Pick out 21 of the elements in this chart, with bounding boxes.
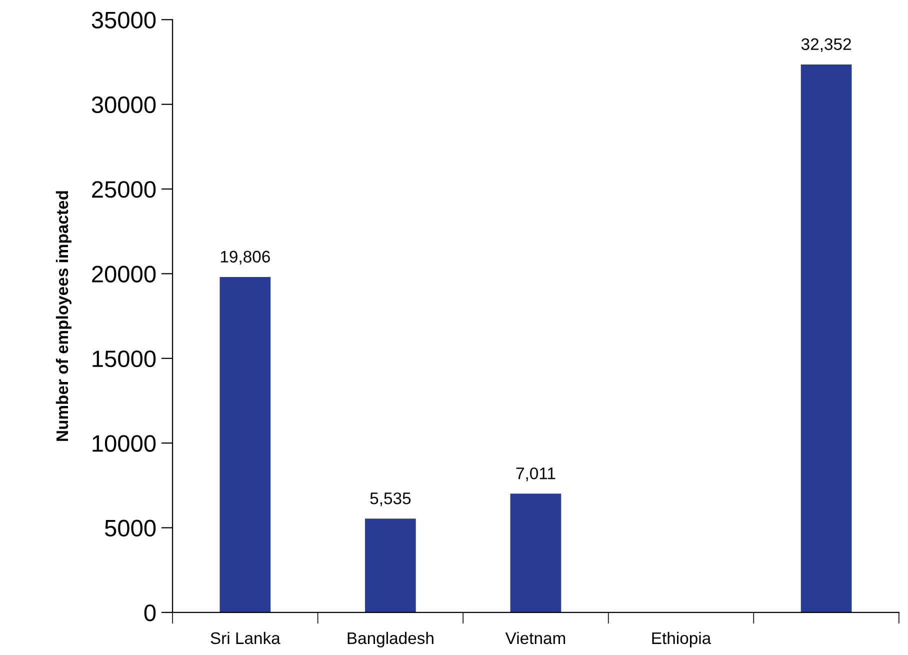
y-tick-label: 30000 <box>92 96 156 114</box>
bar <box>510 494 562 612</box>
y-tick-label: 35000 <box>92 12 156 28</box>
bar <box>365 518 416 612</box>
x-tick-label: Sri Lanka <box>210 632 280 644</box>
y-tick-label: 0 <box>144 604 156 622</box>
y-axis-title: Number of employees impacted <box>56 191 72 441</box>
y-tick-label: 20000 <box>92 266 156 282</box>
data-label: 19,806 <box>220 250 270 265</box>
x-tick-label: Vietnam <box>505 632 566 644</box>
y-tick-label: 5000 <box>104 520 156 537</box>
x-tick-label: Bangladesh <box>348 632 434 648</box>
data-label: 5,535 <box>370 492 411 506</box>
bar <box>220 276 271 612</box>
y-tick-label: 25000 <box>92 181 156 198</box>
bar <box>800 64 852 612</box>
data-label: 7,011 <box>516 467 556 482</box>
y-tick-label: 15000 <box>92 350 156 368</box>
data-label: 32,352 <box>801 38 851 52</box>
x-tick-label: Ethiopia <box>652 632 712 648</box>
y-tick-label: 10000 <box>92 435 156 452</box>
